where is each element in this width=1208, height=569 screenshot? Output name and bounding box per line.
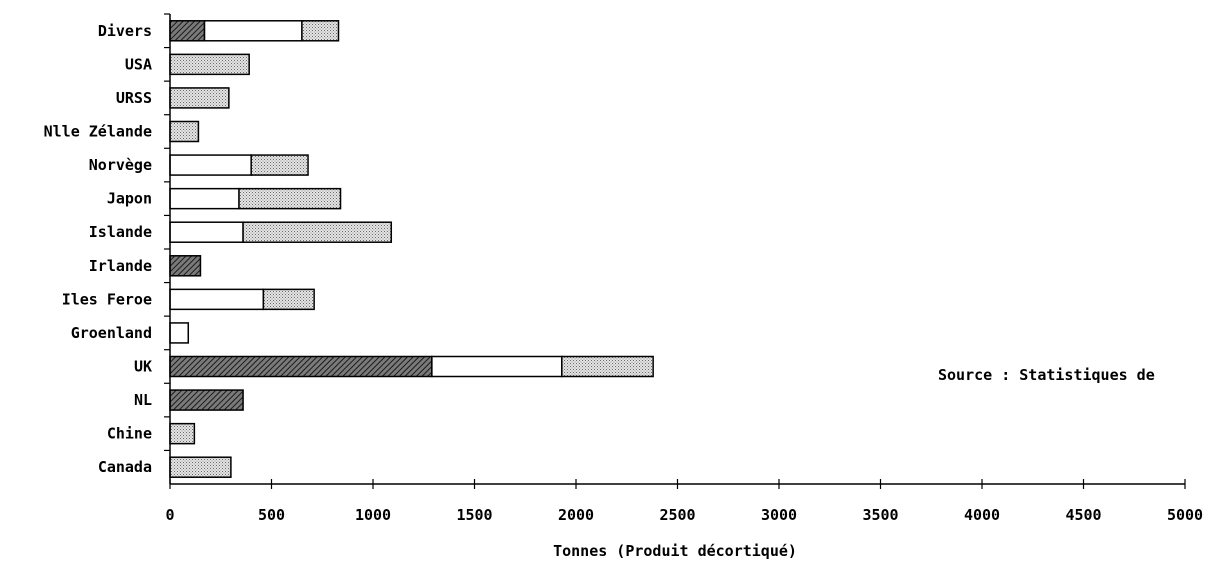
bar-segment: [203, 20, 303, 42]
category-label: Canada: [98, 458, 152, 476]
bar-segment: [431, 355, 563, 378]
category-label: Japon: [107, 190, 152, 208]
x-axis-title: Tonnes (Produit décortiqué): [553, 542, 797, 560]
bar-segment: [262, 288, 315, 311]
bar-segment: [169, 221, 244, 243]
x-tick-label: 500: [258, 506, 285, 524]
x-tick-label: 4500: [1065, 506, 1101, 524]
x-tick-label: 0: [165, 506, 174, 524]
category-label: Norvège: [89, 156, 152, 174]
x-tick-label: 2500: [659, 506, 695, 524]
bar-segment: [301, 20, 340, 42]
bar-segment: [238, 187, 342, 210]
bar-segment: [169, 53, 250, 76]
category-label: URSS: [116, 89, 152, 107]
bar-segment: [169, 87, 230, 109]
x-tick-label: 3000: [761, 506, 797, 524]
bar-segment: [169, 187, 240, 210]
bar-segment: [561, 355, 654, 378]
bar-segment: [242, 221, 393, 243]
category-label: Groenland: [71, 324, 152, 342]
bar-segment: [169, 154, 252, 176]
bar-segment: [169, 422, 196, 445]
category-label: Divers: [98, 22, 152, 40]
x-tick-label: 4000: [964, 506, 1000, 524]
category-label: Nlle Zélande: [44, 123, 152, 141]
bar-segment: [169, 255, 202, 277]
bar-segment: [169, 288, 265, 311]
category-label: Iles Feroe: [62, 290, 152, 308]
category-label: UK: [134, 358, 152, 376]
category-label: Chine: [107, 425, 152, 443]
x-tick-label: 1000: [355, 506, 391, 524]
category-label: USA: [125, 55, 152, 73]
labels-layer: Divers USA URSS Nlle Zélande Norvège Japon Isl…: [44, 22, 1203, 524]
x-tick-label: 2000: [558, 506, 594, 524]
x-tick-label: 5000: [1167, 506, 1203, 524]
category-label: NL: [134, 391, 152, 409]
axes-layer: [164, 13, 1186, 489]
category-label: Islande: [89, 223, 152, 241]
bar-segment: [169, 120, 200, 143]
bar-segment: [169, 456, 232, 478]
x-tick-label: 1500: [456, 506, 492, 524]
category-label: Irlande: [89, 257, 152, 275]
source-annotation: Source : Statistiques de: [938, 366, 1155, 384]
bar-segment: [169, 20, 206, 42]
bar-segment: [250, 154, 309, 176]
bar-segment: [169, 322, 190, 344]
x-tick-label: 3500: [862, 506, 898, 524]
bars-layer: [169, 20, 654, 478]
bar-segment: [169, 389, 244, 411]
bar-segment: [169, 355, 433, 378]
